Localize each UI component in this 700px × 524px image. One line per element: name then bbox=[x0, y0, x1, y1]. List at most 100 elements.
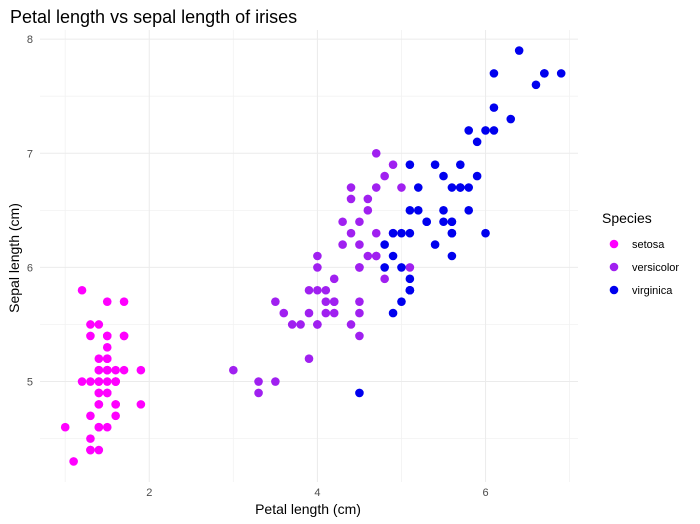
data-point-setosa bbox=[102, 343, 112, 352]
y-tick-label: 7 bbox=[27, 148, 33, 160]
data-point-versicolor bbox=[371, 183, 381, 192]
data-point-versicolor bbox=[355, 217, 364, 227]
data-point-setosa bbox=[77, 285, 87, 295]
data-point-virginica bbox=[405, 274, 415, 284]
data-point-versicolor bbox=[355, 308, 364, 318]
data-point-setosa bbox=[111, 411, 120, 421]
data-point-virginica bbox=[456, 160, 465, 169]
data-point-versicolor bbox=[371, 251, 381, 261]
data-point-virginica bbox=[430, 240, 440, 249]
data-point-versicolor bbox=[371, 148, 381, 158]
data-point-virginica bbox=[464, 206, 474, 215]
data-point-versicolor bbox=[346, 183, 356, 192]
data-point-setosa bbox=[102, 377, 112, 386]
chart-title: Petal length vs sepal length of irises bbox=[10, 7, 297, 27]
data-point-versicolor bbox=[229, 365, 238, 375]
data-point-versicolor bbox=[371, 228, 381, 238]
data-point-setosa bbox=[94, 377, 104, 386]
data-point-virginica bbox=[489, 126, 499, 135]
data-point-versicolor bbox=[329, 274, 339, 284]
data-point-virginica bbox=[439, 206, 448, 215]
data-point-versicolor bbox=[296, 320, 305, 329]
data-point-virginica bbox=[397, 297, 406, 306]
data-point-virginica bbox=[413, 183, 423, 192]
x-axis-label: Petal length (cm) bbox=[255, 501, 361, 517]
data-point-versicolor bbox=[363, 251, 373, 261]
data-point-virginica bbox=[430, 160, 440, 169]
data-point-versicolor bbox=[329, 297, 339, 306]
data-point-setosa bbox=[69, 457, 78, 466]
data-point-setosa bbox=[111, 400, 120, 409]
data-point-virginica bbox=[405, 160, 415, 169]
data-point-virginica bbox=[447, 183, 457, 192]
data-point-virginica bbox=[397, 263, 406, 272]
data-point-virginica bbox=[447, 228, 457, 238]
data-point-versicolor bbox=[380, 274, 389, 284]
legend-label-virginica: virginica bbox=[632, 285, 673, 297]
data-point-virginica bbox=[481, 126, 490, 135]
data-point-versicolor bbox=[254, 388, 263, 398]
data-point-setosa bbox=[77, 377, 87, 386]
data-point-versicolor bbox=[355, 297, 364, 306]
x-tick-label: 6 bbox=[482, 487, 488, 499]
data-point-versicolor bbox=[338, 217, 347, 227]
data-point-virginica bbox=[380, 240, 389, 249]
data-point-virginica bbox=[447, 217, 457, 227]
data-point-virginica bbox=[472, 137, 482, 147]
data-point-setosa bbox=[102, 354, 112, 364]
data-point-setosa bbox=[94, 388, 104, 398]
data-point-setosa bbox=[102, 365, 112, 375]
data-point-versicolor bbox=[321, 308, 331, 318]
data-point-setosa bbox=[94, 365, 104, 375]
data-point-versicolor bbox=[346, 194, 356, 204]
data-point-versicolor bbox=[380, 171, 389, 181]
data-point-versicolor bbox=[313, 251, 322, 261]
data-point-virginica bbox=[388, 251, 398, 261]
data-point-versicolor bbox=[363, 206, 373, 215]
legend-label-setosa: setosa bbox=[632, 239, 665, 251]
data-point-virginica bbox=[464, 126, 474, 135]
data-point-setosa bbox=[111, 365, 120, 375]
data-point-virginica bbox=[422, 217, 431, 227]
data-point-setosa bbox=[119, 331, 129, 341]
data-point-virginica bbox=[472, 171, 482, 181]
data-point-versicolor bbox=[287, 320, 297, 329]
data-point-versicolor bbox=[304, 354, 314, 364]
data-point-setosa bbox=[94, 422, 104, 432]
data-point-setosa bbox=[94, 400, 104, 409]
legend-key-virginica bbox=[609, 285, 619, 295]
data-point-virginica bbox=[481, 228, 490, 238]
data-point-virginica bbox=[397, 228, 406, 238]
data-point-virginica bbox=[405, 206, 415, 215]
legend-key-versicolor bbox=[609, 262, 619, 272]
x-tick-label: 4 bbox=[314, 487, 320, 499]
legend: Species setosa versicolor virginica bbox=[602, 210, 679, 297]
data-point-virginica bbox=[506, 114, 516, 124]
data-point-virginica bbox=[413, 206, 423, 215]
data-point-versicolor bbox=[304, 285, 314, 295]
data-point-setosa bbox=[86, 331, 95, 341]
data-point-setosa bbox=[86, 434, 95, 443]
data-point-setosa bbox=[94, 320, 104, 329]
data-point-versicolor bbox=[329, 308, 339, 318]
data-point-versicolor bbox=[355, 263, 364, 272]
data-point-virginica bbox=[489, 69, 499, 78]
y-tick-label: 8 bbox=[27, 34, 33, 46]
data-point-virginica bbox=[388, 228, 398, 238]
data-point-versicolor bbox=[313, 285, 322, 295]
data-point-virginica bbox=[531, 80, 541, 90]
data-point-virginica bbox=[464, 183, 474, 192]
data-point-versicolor bbox=[397, 183, 406, 192]
data-point-versicolor bbox=[279, 308, 289, 318]
data-point-virginica bbox=[439, 217, 448, 227]
data-point-setosa bbox=[119, 297, 129, 306]
data-point-setosa bbox=[102, 388, 112, 398]
legend-label-versicolor: versicolor bbox=[632, 262, 679, 274]
data-point-versicolor bbox=[271, 297, 280, 306]
data-point-versicolor bbox=[313, 320, 322, 329]
data-point-virginica bbox=[439, 171, 448, 181]
data-point-virginica bbox=[380, 263, 389, 272]
data-point-virginica bbox=[447, 251, 457, 261]
data-point-versicolor bbox=[271, 377, 280, 386]
